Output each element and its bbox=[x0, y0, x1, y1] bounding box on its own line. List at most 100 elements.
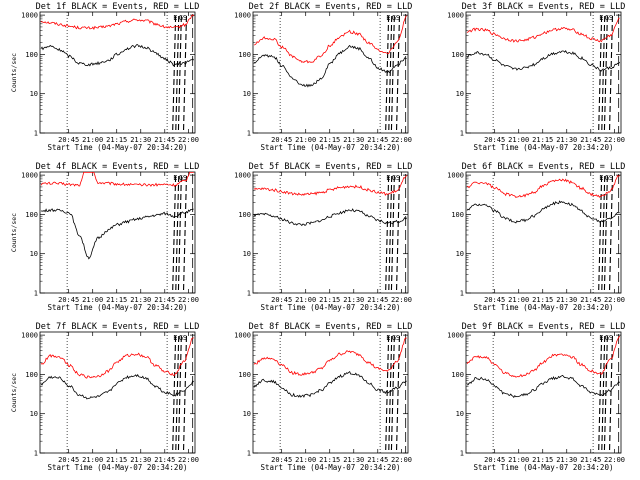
series-lld bbox=[40, 337, 194, 379]
y-tick-label: 10 bbox=[243, 410, 251, 418]
chart-panel-4: Det 4f BLACK = Events, RED = LLD 1 10 100 10… bbox=[10, 162, 199, 312]
x-tick-label: 21:00 bbox=[508, 296, 529, 304]
time-marker-dashed bbox=[601, 15, 606, 134]
panel-title: Det 5f BLACK = Events, RED = LLD bbox=[249, 162, 413, 172]
x-tick-label: 21:00 bbox=[82, 296, 103, 304]
y-tick-label: 10 bbox=[30, 90, 38, 98]
series-events bbox=[466, 50, 621, 72]
x-tick-label: 20:45 bbox=[58, 296, 79, 304]
marker-label-gs: GS bbox=[605, 334, 613, 342]
series-lld bbox=[253, 15, 408, 64]
y-tick-label: 1000 bbox=[234, 12, 251, 20]
y-tick-label: 100 bbox=[451, 211, 464, 219]
x-tick-label: 22:00 bbox=[391, 456, 412, 464]
x-axis-label: Start Time (04-May-07 20:34:20) bbox=[261, 303, 401, 312]
x-tick-label: 21:00 bbox=[82, 456, 103, 464]
x-axis-label: Start Time (04-May-07 20:34:20) bbox=[48, 463, 188, 472]
series-events bbox=[253, 370, 407, 398]
x-tick-label: 20:45 bbox=[484, 296, 505, 304]
x-axis-label: Start Time (04-May-07 20:34:20) bbox=[474, 463, 614, 472]
time-marker-dashed bbox=[601, 335, 606, 454]
x-tick-label: 21:45 bbox=[367, 456, 388, 464]
marker-label-e: E bbox=[599, 14, 603, 22]
x-tick-label: 22:00 bbox=[604, 456, 625, 464]
series-events bbox=[466, 200, 620, 224]
chart-panel-6: Det 6f BLACK = Events, RED = LLD 1 10 100 10… bbox=[447, 162, 625, 312]
y-tick-label: 10 bbox=[456, 410, 464, 418]
x-tick-label: 21:15 bbox=[319, 456, 340, 464]
series-lld bbox=[40, 172, 194, 188]
chart-panel-9: Det 9f BLACK = Events, RED = LLD 1 10 100 10… bbox=[447, 322, 625, 472]
time-marker-dashed bbox=[385, 15, 390, 134]
time-marker-dashed bbox=[182, 15, 188, 134]
panel-title: Det 9f BLACK = Events, RED = LLD bbox=[462, 322, 626, 332]
x-tick-label: 21:15 bbox=[319, 136, 340, 144]
plot-frame bbox=[39, 11, 196, 134]
chart-panel-8: Det 8f BLACK = Events, RED = LLD 1 10 100 10… bbox=[234, 322, 412, 472]
series-events bbox=[253, 44, 407, 88]
x-tick-label: 22:00 bbox=[604, 136, 625, 144]
x-tick-label: 21:45 bbox=[580, 136, 601, 144]
x-tick-label: 20:45 bbox=[58, 456, 79, 464]
y-tick-label: 1000 bbox=[234, 172, 251, 180]
x-tick-label: 21:30 bbox=[130, 136, 151, 144]
chart-panel-1: Det 1f BLACK = Events, RED = LLD 1 10 100 10… bbox=[10, 2, 199, 152]
y-tick-label: 1 bbox=[34, 450, 38, 458]
x-tick-label: 21:30 bbox=[343, 296, 364, 304]
time-marker-dashed bbox=[390, 15, 395, 134]
time-marker-dashed bbox=[598, 335, 603, 454]
time-marker-dashed bbox=[175, 175, 180, 294]
x-tick-label: 21:15 bbox=[106, 296, 127, 304]
time-marker-dashed bbox=[390, 335, 395, 454]
chart-panel-7: Det 7f BLACK = Events, RED = LLD 1 10 100 10… bbox=[10, 322, 199, 472]
y-tick-label: 1000 bbox=[447, 332, 464, 340]
x-tick-label: 21:00 bbox=[295, 456, 316, 464]
panel-title: Det 7f BLACK = Events, RED = LLD bbox=[36, 322, 200, 332]
x-tick-label: 20:45 bbox=[271, 456, 292, 464]
marker-label-e: E bbox=[173, 334, 177, 342]
marker-label-e: E bbox=[599, 174, 603, 182]
x-tick-label: 21:15 bbox=[319, 296, 340, 304]
time-marker-dashed bbox=[182, 335, 188, 454]
panel-title: Det 3f BLACK = Events, RED = LLD bbox=[462, 2, 626, 12]
x-tick-label: 21:00 bbox=[295, 296, 316, 304]
y-tick-label: 100 bbox=[238, 211, 251, 219]
y-axis-label: Counts/sec bbox=[10, 53, 18, 92]
time-marker-dashed bbox=[388, 175, 393, 294]
chart-panel-3: Det 3f BLACK = Events, RED = LLD 1 10 100 10… bbox=[447, 2, 625, 152]
series-lld bbox=[466, 17, 620, 43]
series-events bbox=[40, 208, 194, 260]
y-axis-label: Counts/sec bbox=[10, 373, 18, 412]
time-marker-dashed bbox=[598, 15, 603, 134]
x-tick-label: 21:45 bbox=[580, 456, 601, 464]
x-tick-label: 22:00 bbox=[178, 136, 199, 144]
x-tick-label: 22:00 bbox=[391, 296, 412, 304]
y-tick-label: 1 bbox=[460, 290, 464, 298]
time-marker-dashed bbox=[603, 335, 608, 454]
x-tick-label: 20:45 bbox=[271, 136, 292, 144]
y-tick-label: 1000 bbox=[21, 172, 38, 180]
marker-label-gs: GS bbox=[179, 334, 187, 342]
marker-label-gs: GS bbox=[392, 174, 400, 182]
x-tick-label: 21:00 bbox=[82, 136, 103, 144]
time-marker-dashed bbox=[603, 15, 608, 134]
time-marker-dashed bbox=[603, 175, 608, 294]
marker-label-gs: GS bbox=[605, 14, 613, 22]
panel-title: Det 6f BLACK = Events, RED = LLD bbox=[462, 162, 626, 172]
time-marker-dashed bbox=[177, 335, 182, 454]
x-axis-label: Start Time (04-May-07 20:34:20) bbox=[474, 303, 614, 312]
series-lld bbox=[253, 337, 407, 376]
marker-label-e: E bbox=[173, 174, 177, 182]
panel-title: Det 4f BLACK = Events, RED = LLD bbox=[36, 162, 200, 172]
time-marker-dashed bbox=[175, 15, 180, 134]
x-tick-label: 21:45 bbox=[580, 296, 601, 304]
time-marker-dashed bbox=[608, 335, 614, 454]
x-axis-label: Start Time (04-May-07 20:34:20) bbox=[261, 463, 401, 472]
x-tick-label: 21:15 bbox=[106, 136, 127, 144]
y-tick-label: 100 bbox=[451, 371, 464, 379]
x-tick-label: 21:15 bbox=[532, 136, 553, 144]
x-tick-label: 21:45 bbox=[154, 456, 175, 464]
y-tick-label: 1000 bbox=[21, 332, 38, 340]
marker-label-gs: GS bbox=[392, 14, 400, 22]
